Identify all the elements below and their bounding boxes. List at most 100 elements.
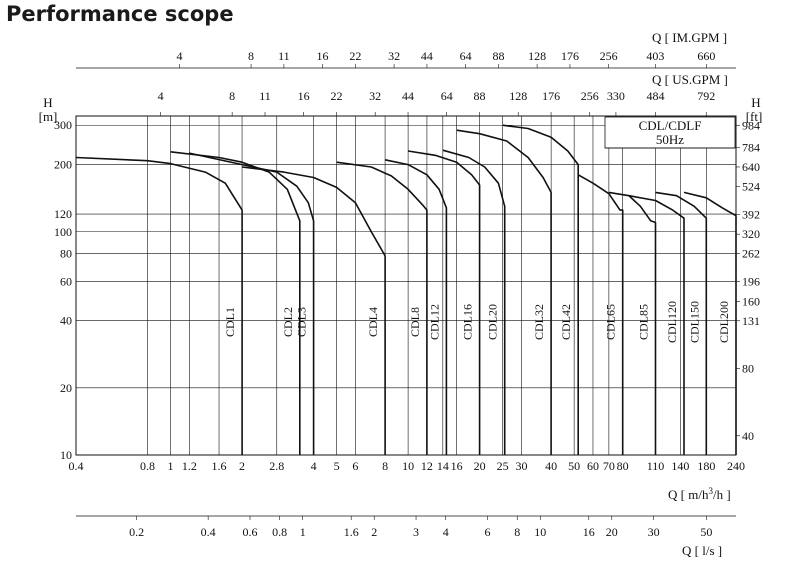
y2-tick-label: 160 xyxy=(742,294,760,308)
series-curve-cdl65 xyxy=(577,174,624,455)
x4-tick-label: 128 xyxy=(509,89,527,103)
x2-tick-label: 50 xyxy=(700,525,712,539)
x3-tick-label: 16 xyxy=(317,49,329,63)
y-tick-label: 80 xyxy=(60,246,72,260)
series-label-cdl16: CDL16 xyxy=(461,304,475,340)
series-curve-cdl32 xyxy=(456,129,552,455)
x2-axis-label: Q [ l/s ] xyxy=(682,543,722,558)
x2-tick-label: 20 xyxy=(606,525,618,539)
x-tick-label: 20 xyxy=(474,459,486,473)
series-labels: CDL1 CDL2 CDL3 CDL4 CDL8 CDL12 CDL16 CDL20 CDL32… xyxy=(223,301,731,343)
x-tick-label: 1.6 xyxy=(212,459,227,473)
x3-tick-label: 44 xyxy=(421,49,433,63)
x2-tick-label: 0.2 xyxy=(129,525,144,539)
y-tick-label: 20 xyxy=(60,381,72,395)
x4-tick-label: 256 xyxy=(581,89,599,103)
series-label-cdl3: CDL3 xyxy=(295,307,309,337)
x3-tick-label: 8 xyxy=(248,49,254,63)
x-tick-label: 70 xyxy=(603,459,615,473)
x4-tick-label: 4 xyxy=(158,89,164,103)
series-curve-cdl120 xyxy=(628,194,685,455)
axes: 1020406080100120200300H[m]40801311601962… xyxy=(39,30,763,558)
y-tick-label: 60 xyxy=(60,274,72,288)
series-label-cdl12: CDL12 xyxy=(427,304,441,340)
y2-tick-label: 40 xyxy=(742,429,754,443)
x-tick-label: 60 xyxy=(587,459,599,473)
series-curve-cdl20 xyxy=(442,149,506,455)
y2-tick-label: 80 xyxy=(742,362,754,376)
x4-tick-label: 330 xyxy=(607,89,625,103)
y-tick-label: 100 xyxy=(54,225,72,239)
x3-tick-label: 64 xyxy=(460,49,472,63)
x-tick-label: 180 xyxy=(697,459,715,473)
y2-tick-label: 320 xyxy=(742,227,760,241)
x3-tick-label: 11 xyxy=(278,49,290,63)
x-tick-label: 30 xyxy=(515,459,527,473)
x3-tick-label: 4 xyxy=(177,49,183,63)
x3-tick-label: 176 xyxy=(561,49,579,63)
y-tick-label: 40 xyxy=(60,314,72,328)
series-curve-cdl85 xyxy=(608,191,657,455)
x4-axis-label: Q [ US.GPM ] xyxy=(652,72,728,87)
grid-lines xyxy=(75,116,737,456)
page-title: Performance scope xyxy=(6,2,234,26)
series-label-cdl1: CDL1 xyxy=(223,307,237,337)
y2-tick-label: 984 xyxy=(742,118,760,132)
x3-tick-label: 128 xyxy=(528,49,546,63)
y-tick-label: 120 xyxy=(54,207,72,221)
x-tick-label: 5 xyxy=(334,459,340,473)
x2-tick-label: 16 xyxy=(583,525,595,539)
series-curve-cdl16 xyxy=(407,150,481,455)
x2-tick-label: 2 xyxy=(371,525,377,539)
x4-tick-label: 64 xyxy=(441,89,453,103)
x-tick-label: 80 xyxy=(617,459,629,473)
x-tick-label: 1 xyxy=(168,459,174,473)
series-label-cdl200: CDL200 xyxy=(717,301,731,343)
series-curve-cdl150 xyxy=(655,191,708,455)
series-curve-cdl4 xyxy=(242,166,386,455)
series-layer xyxy=(75,124,737,455)
x2-tick-label: 30 xyxy=(648,525,660,539)
x-tick-label: 110 xyxy=(647,459,665,473)
series-label-cdl20: CDL20 xyxy=(486,304,500,340)
x3-tick-label: 22 xyxy=(349,49,361,63)
series-curve-cdl42 xyxy=(502,124,579,455)
y-tick-label: 10 xyxy=(60,448,72,462)
x4-tick-label: 44 xyxy=(402,89,414,103)
series-label-cdl4: CDL4 xyxy=(366,307,380,337)
x-tick-label: 14 xyxy=(437,459,449,473)
x4-tick-label: 22 xyxy=(331,89,343,103)
x3-tick-label: 660 xyxy=(697,49,715,63)
y2-tick-label: 392 xyxy=(742,207,760,221)
series-label-cdl8: CDL8 xyxy=(408,307,422,337)
x3-tick-label: 32 xyxy=(388,49,400,63)
series-label-cdl150: CDL150 xyxy=(687,301,701,343)
x4-tick-label: 176 xyxy=(542,89,560,103)
x-tick-label: 40 xyxy=(545,459,557,473)
x-tick-label: 12 xyxy=(421,459,433,473)
x-tick-label: 2.8 xyxy=(269,459,284,473)
x4-tick-label: 16 xyxy=(298,89,310,103)
x-axis-label: Q [ m/h3/h ] xyxy=(668,486,731,502)
y2-tick-label: 262 xyxy=(742,247,760,261)
y-tick-label: 200 xyxy=(54,158,72,172)
x-tick-label: 140 xyxy=(671,459,689,473)
plot-border xyxy=(75,115,737,456)
x-tick-label: 2 xyxy=(239,459,245,473)
series-label-cdl85: CDL85 xyxy=(637,304,651,340)
x-tick-label: 0.8 xyxy=(140,459,155,473)
x3-tick-label: 88 xyxy=(492,49,504,63)
x-tick-label: 25 xyxy=(497,459,509,473)
x-tick-label: 50 xyxy=(568,459,580,473)
y-axis-label: H xyxy=(43,95,52,110)
y-axis-unit: [m] xyxy=(39,109,58,124)
x2-tick-label: 0.4 xyxy=(201,525,216,539)
x-tick-label: 10 xyxy=(402,459,414,473)
legend-subtitle: 50Hz xyxy=(656,132,684,147)
x4-tick-label: 88 xyxy=(474,89,486,103)
x4-tick-label: 32 xyxy=(369,89,381,103)
x-tick-label: 0.4 xyxy=(69,459,84,473)
x2-tick-label: 4 xyxy=(443,525,449,539)
